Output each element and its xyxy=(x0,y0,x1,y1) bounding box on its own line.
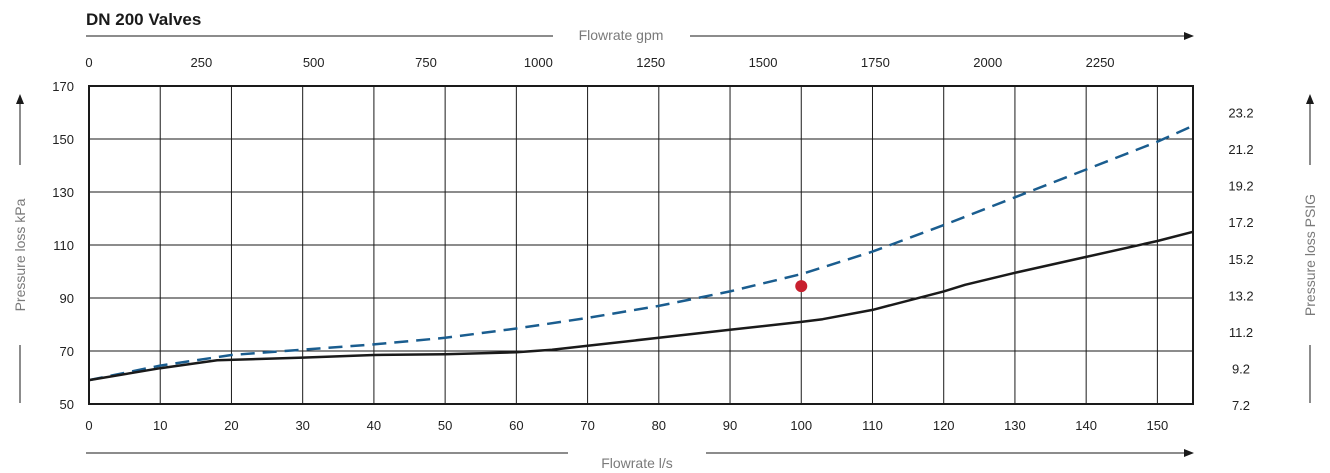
x2-tick-label: 1250 xyxy=(636,55,665,70)
x-tick-label: 40 xyxy=(367,418,381,433)
y2-tick-label: 11.2 xyxy=(1229,325,1253,340)
y2-tick-label: 21.2 xyxy=(1228,142,1253,157)
x-tick-label: 50 xyxy=(438,418,452,433)
y-tick-label: 50 xyxy=(60,397,74,412)
y-tick-label: 130 xyxy=(52,185,74,200)
x-tick-label: 130 xyxy=(1004,418,1026,433)
grid-lines xyxy=(89,86,1193,404)
y-axis-label: Pressure loss kPa xyxy=(12,198,28,311)
y-axis-ticks: 50 70 90 110 130 150 170 xyxy=(52,79,74,412)
x-tick-label: 10 xyxy=(153,418,167,433)
x-axis-label: Flowrate l/s xyxy=(601,455,673,471)
x2-axis-label: Flowrate gpm xyxy=(579,27,664,43)
y2-tick-label: 13.2 xyxy=(1228,288,1253,303)
y2-tick-label: 19.2 xyxy=(1228,179,1253,194)
operating-point-marker xyxy=(795,280,808,293)
x-axis-ticks: 0 10 20 30 40 50 60 70 80 90 100 110 120 130 140 150 xyxy=(85,418,1168,433)
x-tick-label: 150 xyxy=(1147,418,1169,433)
x-tick-label: 30 xyxy=(295,418,309,433)
chart-title: DN 200 Valves xyxy=(86,10,201,29)
y2-tick-label: 23.2 xyxy=(1228,106,1253,121)
y2-axis-ticks: 7.2 9.2 11.2 13.2 15.2 17.2 19.2 21.2 23.2 xyxy=(1228,106,1253,413)
x2-tick-label: 2250 xyxy=(1086,55,1115,70)
x2-tick-label: 0 xyxy=(85,55,92,70)
y2-axis-label: Pressure loss PSIG xyxy=(1302,194,1318,316)
y2-tick-label: 15.2 xyxy=(1228,252,1253,267)
y2-tick-label: 9.2 xyxy=(1232,361,1250,376)
x-tick-label: 120 xyxy=(933,418,955,433)
y2-tick-label: 17.2 xyxy=(1228,215,1253,230)
x-tick-label: 90 xyxy=(723,418,737,433)
x2-tick-label: 1000 xyxy=(524,55,553,70)
x-tick-label: 80 xyxy=(652,418,666,433)
y-tick-label: 90 xyxy=(60,291,74,306)
x-tick-label: 20 xyxy=(224,418,238,433)
series-layer xyxy=(88,124,1194,382)
x-tick-label: 0 xyxy=(85,418,92,433)
x-tick-label: 60 xyxy=(509,418,523,433)
plot-frame xyxy=(88,85,1194,405)
y-tick-label: 70 xyxy=(60,344,74,359)
x-tick-label: 110 xyxy=(862,418,883,433)
x2-tick-label: 250 xyxy=(190,55,212,70)
x2-tick-label: 1500 xyxy=(749,55,778,70)
solid-series-line xyxy=(88,230,1194,382)
y-tick-label: 150 xyxy=(52,132,74,147)
y2-tick-label: 7.2 xyxy=(1232,398,1250,413)
x-tick-label: 140 xyxy=(1075,418,1097,433)
x-tick-label: 100 xyxy=(790,418,812,433)
x-tick-label: 70 xyxy=(580,418,594,433)
x2-axis-ticks: 0 250 500 750 1000 1250 1500 1750 2000 2250 xyxy=(85,55,1114,70)
x2-tick-label: 500 xyxy=(303,55,325,70)
x2-tick-label: 750 xyxy=(415,55,437,70)
x2-tick-label: 2000 xyxy=(973,55,1002,70)
x2-tick-label: 1750 xyxy=(861,55,890,70)
y-tick-label: 170 xyxy=(52,79,74,94)
dashed-series-line xyxy=(88,124,1194,382)
y-tick-label: 110 xyxy=(53,238,74,253)
